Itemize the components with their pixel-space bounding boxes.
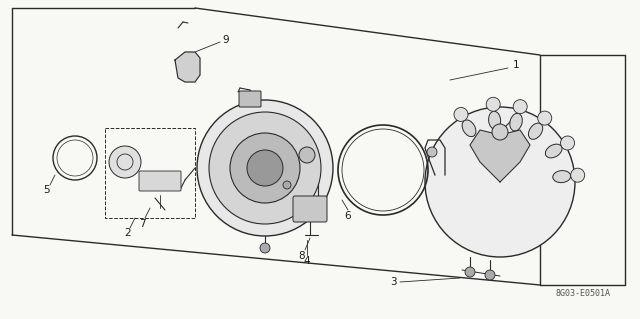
Circle shape bbox=[492, 124, 508, 140]
Circle shape bbox=[283, 181, 291, 189]
Circle shape bbox=[538, 111, 552, 125]
Circle shape bbox=[427, 147, 437, 157]
Ellipse shape bbox=[510, 113, 522, 131]
Ellipse shape bbox=[529, 123, 543, 139]
Circle shape bbox=[465, 267, 475, 277]
Text: 7: 7 bbox=[139, 219, 145, 229]
Ellipse shape bbox=[462, 120, 476, 137]
Circle shape bbox=[109, 146, 141, 178]
Circle shape bbox=[260, 243, 270, 253]
Circle shape bbox=[230, 133, 300, 203]
Circle shape bbox=[561, 136, 575, 150]
Text: 8G03-E0501A: 8G03-E0501A bbox=[555, 289, 610, 298]
Text: 5: 5 bbox=[44, 185, 51, 195]
FancyBboxPatch shape bbox=[239, 91, 261, 107]
Circle shape bbox=[197, 100, 333, 236]
Circle shape bbox=[571, 168, 585, 182]
Circle shape bbox=[247, 150, 283, 186]
Circle shape bbox=[485, 270, 495, 280]
Circle shape bbox=[454, 108, 468, 122]
Text: 9: 9 bbox=[223, 35, 229, 45]
Circle shape bbox=[299, 147, 315, 163]
Circle shape bbox=[486, 97, 500, 111]
Ellipse shape bbox=[488, 111, 500, 129]
Polygon shape bbox=[470, 130, 530, 182]
Text: 1: 1 bbox=[513, 60, 519, 70]
Ellipse shape bbox=[553, 171, 571, 182]
Circle shape bbox=[209, 112, 321, 224]
Text: 6: 6 bbox=[345, 211, 351, 221]
Text: 2: 2 bbox=[125, 228, 131, 238]
FancyBboxPatch shape bbox=[139, 171, 181, 191]
Polygon shape bbox=[175, 52, 200, 82]
Circle shape bbox=[513, 100, 527, 114]
Text: 4: 4 bbox=[304, 256, 310, 266]
Ellipse shape bbox=[545, 144, 562, 158]
FancyBboxPatch shape bbox=[293, 196, 327, 222]
Text: 3: 3 bbox=[390, 277, 396, 287]
Text: 8: 8 bbox=[299, 251, 305, 261]
Circle shape bbox=[425, 107, 575, 257]
